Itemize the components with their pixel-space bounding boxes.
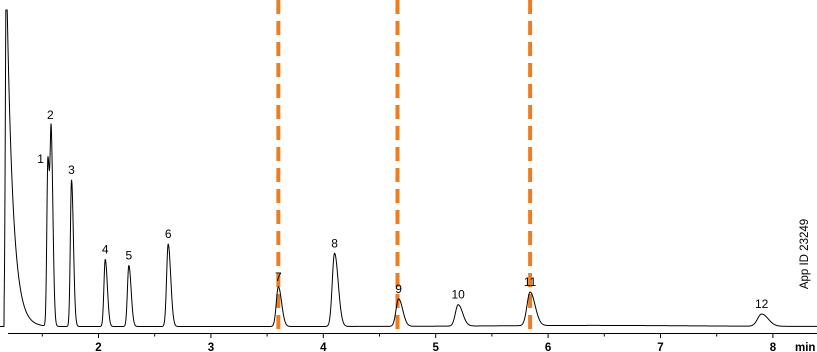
peak-label: 2 <box>47 108 54 122</box>
x-tick-label: 5 <box>432 342 439 352</box>
x-tick-label: 6 <box>545 342 551 352</box>
peak-label: 6 <box>165 227 172 241</box>
peak-label: 8 <box>331 236 338 250</box>
app-id-annotation: App ID 23249 <box>799 219 811 289</box>
peak-label: 1 <box>37 152 44 166</box>
peak-label: 12 <box>755 297 769 311</box>
peak-label: 10 <box>452 288 466 302</box>
peak-label: 5 <box>126 248 133 262</box>
x-axis-ticks: 2 3 4 5 6 7 8 <box>41 333 777 352</box>
peak-label: 3 <box>68 163 75 177</box>
x-tick-label: 4 <box>320 342 327 352</box>
chromatogram-trace <box>0 9 817 327</box>
x-tick-label: 8 <box>770 342 777 352</box>
peak-label: 11 <box>524 275 537 289</box>
peak-label: 7 <box>275 270 282 284</box>
x-tick-label: 7 <box>657 342 663 352</box>
x-axis-unit-label: min <box>795 342 815 352</box>
peak-label: 4 <box>102 242 109 256</box>
x-tick-label: 3 <box>208 342 214 352</box>
peak-label: 9 <box>395 282 402 296</box>
x-tick-label: 2 <box>95 342 101 352</box>
window-markers <box>276 0 533 334</box>
